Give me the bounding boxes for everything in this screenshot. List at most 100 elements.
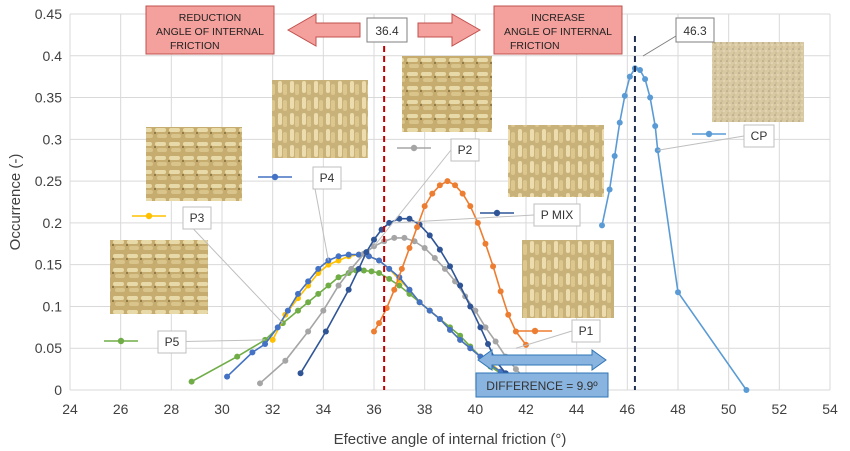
legend-marker-p2 bbox=[410, 144, 418, 152]
data-point bbox=[406, 215, 413, 222]
data-point bbox=[371, 236, 377, 243]
right-arrow-icon bbox=[417, 13, 482, 47]
data-point bbox=[335, 253, 342, 260]
data-point bbox=[426, 232, 433, 239]
pellet-photo bbox=[712, 42, 804, 122]
data-point bbox=[322, 328, 329, 335]
data-point bbox=[647, 94, 654, 101]
data-point bbox=[257, 380, 263, 387]
difference-arrow-icon bbox=[477, 349, 607, 371]
data-point bbox=[391, 286, 398, 293]
data-point bbox=[467, 345, 474, 352]
value-callout-box bbox=[366, 17, 408, 43]
increase-label-3: FRICTION bbox=[510, 40, 560, 52]
callout-leader bbox=[312, 177, 329, 261]
x-tick-label: 34 bbox=[316, 401, 332, 417]
data-point bbox=[295, 290, 301, 297]
data-point bbox=[363, 249, 370, 256]
callout-leader bbox=[373, 149, 452, 247]
data-point bbox=[512, 328, 519, 335]
difference-label: DIFFERENCE = 9.9º bbox=[486, 379, 598, 393]
data-point bbox=[505, 311, 512, 318]
data-point bbox=[335, 274, 342, 281]
data-point bbox=[355, 265, 362, 272]
data-point bbox=[295, 307, 301, 314]
callout-box-p4 bbox=[312, 166, 342, 190]
data-point bbox=[398, 265, 405, 272]
callout-leader bbox=[394, 214, 535, 224]
data-point bbox=[474, 219, 481, 226]
x-tick-label: 52 bbox=[772, 401, 788, 417]
data-point bbox=[234, 353, 241, 360]
legend-label-cp: CP bbox=[751, 129, 768, 143]
data-point bbox=[467, 303, 474, 310]
y-tick-label: 0.2 bbox=[43, 215, 63, 231]
data-point bbox=[315, 265, 322, 272]
legend-label-p1: P1 bbox=[579, 324, 594, 338]
data-point bbox=[376, 320, 383, 327]
data-point bbox=[497, 288, 504, 295]
left-arrow-icon bbox=[286, 13, 361, 47]
data-point bbox=[467, 203, 474, 210]
increase-label-1: INCREASE bbox=[531, 12, 585, 24]
x-tick-label: 42 bbox=[518, 401, 534, 417]
axes: 24 26 28 30 32 34 36 38 40 42 44 46 48 50 52 54 0 0.05 0.1… bbox=[7, 6, 838, 448]
data-point bbox=[325, 261, 332, 268]
data-point bbox=[492, 338, 499, 345]
data-point bbox=[297, 370, 304, 377]
data-point bbox=[305, 328, 312, 335]
value-callout-right: 46.3 bbox=[683, 24, 707, 38]
data-point bbox=[391, 234, 398, 241]
data-point bbox=[335, 282, 342, 289]
data-point bbox=[436, 246, 443, 253]
data-point bbox=[675, 289, 681, 296]
callout-box-p5 bbox=[157, 330, 187, 354]
reduction-label-1: REDUCTION bbox=[179, 12, 241, 24]
y-tick-label: 0.25 bbox=[35, 173, 62, 189]
data-point bbox=[345, 286, 352, 293]
legend-marker-p-mix bbox=[493, 209, 501, 217]
data-point bbox=[414, 224, 421, 231]
data-point bbox=[401, 234, 408, 241]
data-point bbox=[512, 366, 519, 373]
x-tick-label: 40 bbox=[468, 401, 484, 417]
data-point bbox=[642, 76, 649, 83]
data-point bbox=[490, 263, 497, 270]
data-point bbox=[282, 357, 289, 364]
data-point bbox=[457, 336, 464, 343]
data-point bbox=[396, 282, 403, 289]
value-callout-left: 36.4 bbox=[375, 24, 399, 38]
callout-box-p1 bbox=[571, 319, 601, 343]
increase-label-2: ANGLE OF INTERNAL bbox=[504, 26, 612, 38]
data-point bbox=[249, 349, 256, 356]
x-tick-label: 50 bbox=[721, 401, 737, 417]
data-point bbox=[383, 305, 390, 312]
data-point bbox=[274, 324, 281, 331]
data-point bbox=[743, 387, 750, 393]
callout-box-p3 bbox=[182, 206, 212, 230]
reduction-banner bbox=[145, 5, 275, 55]
y-tick-label: 0 bbox=[54, 382, 62, 398]
data-point bbox=[188, 378, 195, 385]
y-tick-label: 0.35 bbox=[35, 90, 62, 106]
data-point bbox=[436, 182, 443, 189]
data-point bbox=[224, 373, 231, 380]
y-tick-label: 0.4 bbox=[43, 48, 63, 64]
callout-box-cp bbox=[743, 124, 775, 148]
data-point bbox=[459, 190, 466, 197]
data-point bbox=[371, 328, 377, 335]
callout-box-p-mix bbox=[533, 203, 581, 227]
data-point bbox=[335, 257, 342, 264]
data-point bbox=[482, 324, 489, 331]
data-point bbox=[606, 186, 613, 193]
data-point bbox=[637, 66, 643, 73]
data-point bbox=[621, 92, 628, 99]
legend-label-p5: P5 bbox=[165, 335, 180, 349]
x-tick-label: 32 bbox=[265, 401, 281, 417]
series bbox=[188, 65, 750, 393]
legend-marker-p4 bbox=[271, 173, 279, 181]
y-tick-label: 0.1 bbox=[43, 298, 63, 314]
data-point bbox=[305, 278, 312, 285]
legend-marker-p5 bbox=[117, 337, 125, 345]
